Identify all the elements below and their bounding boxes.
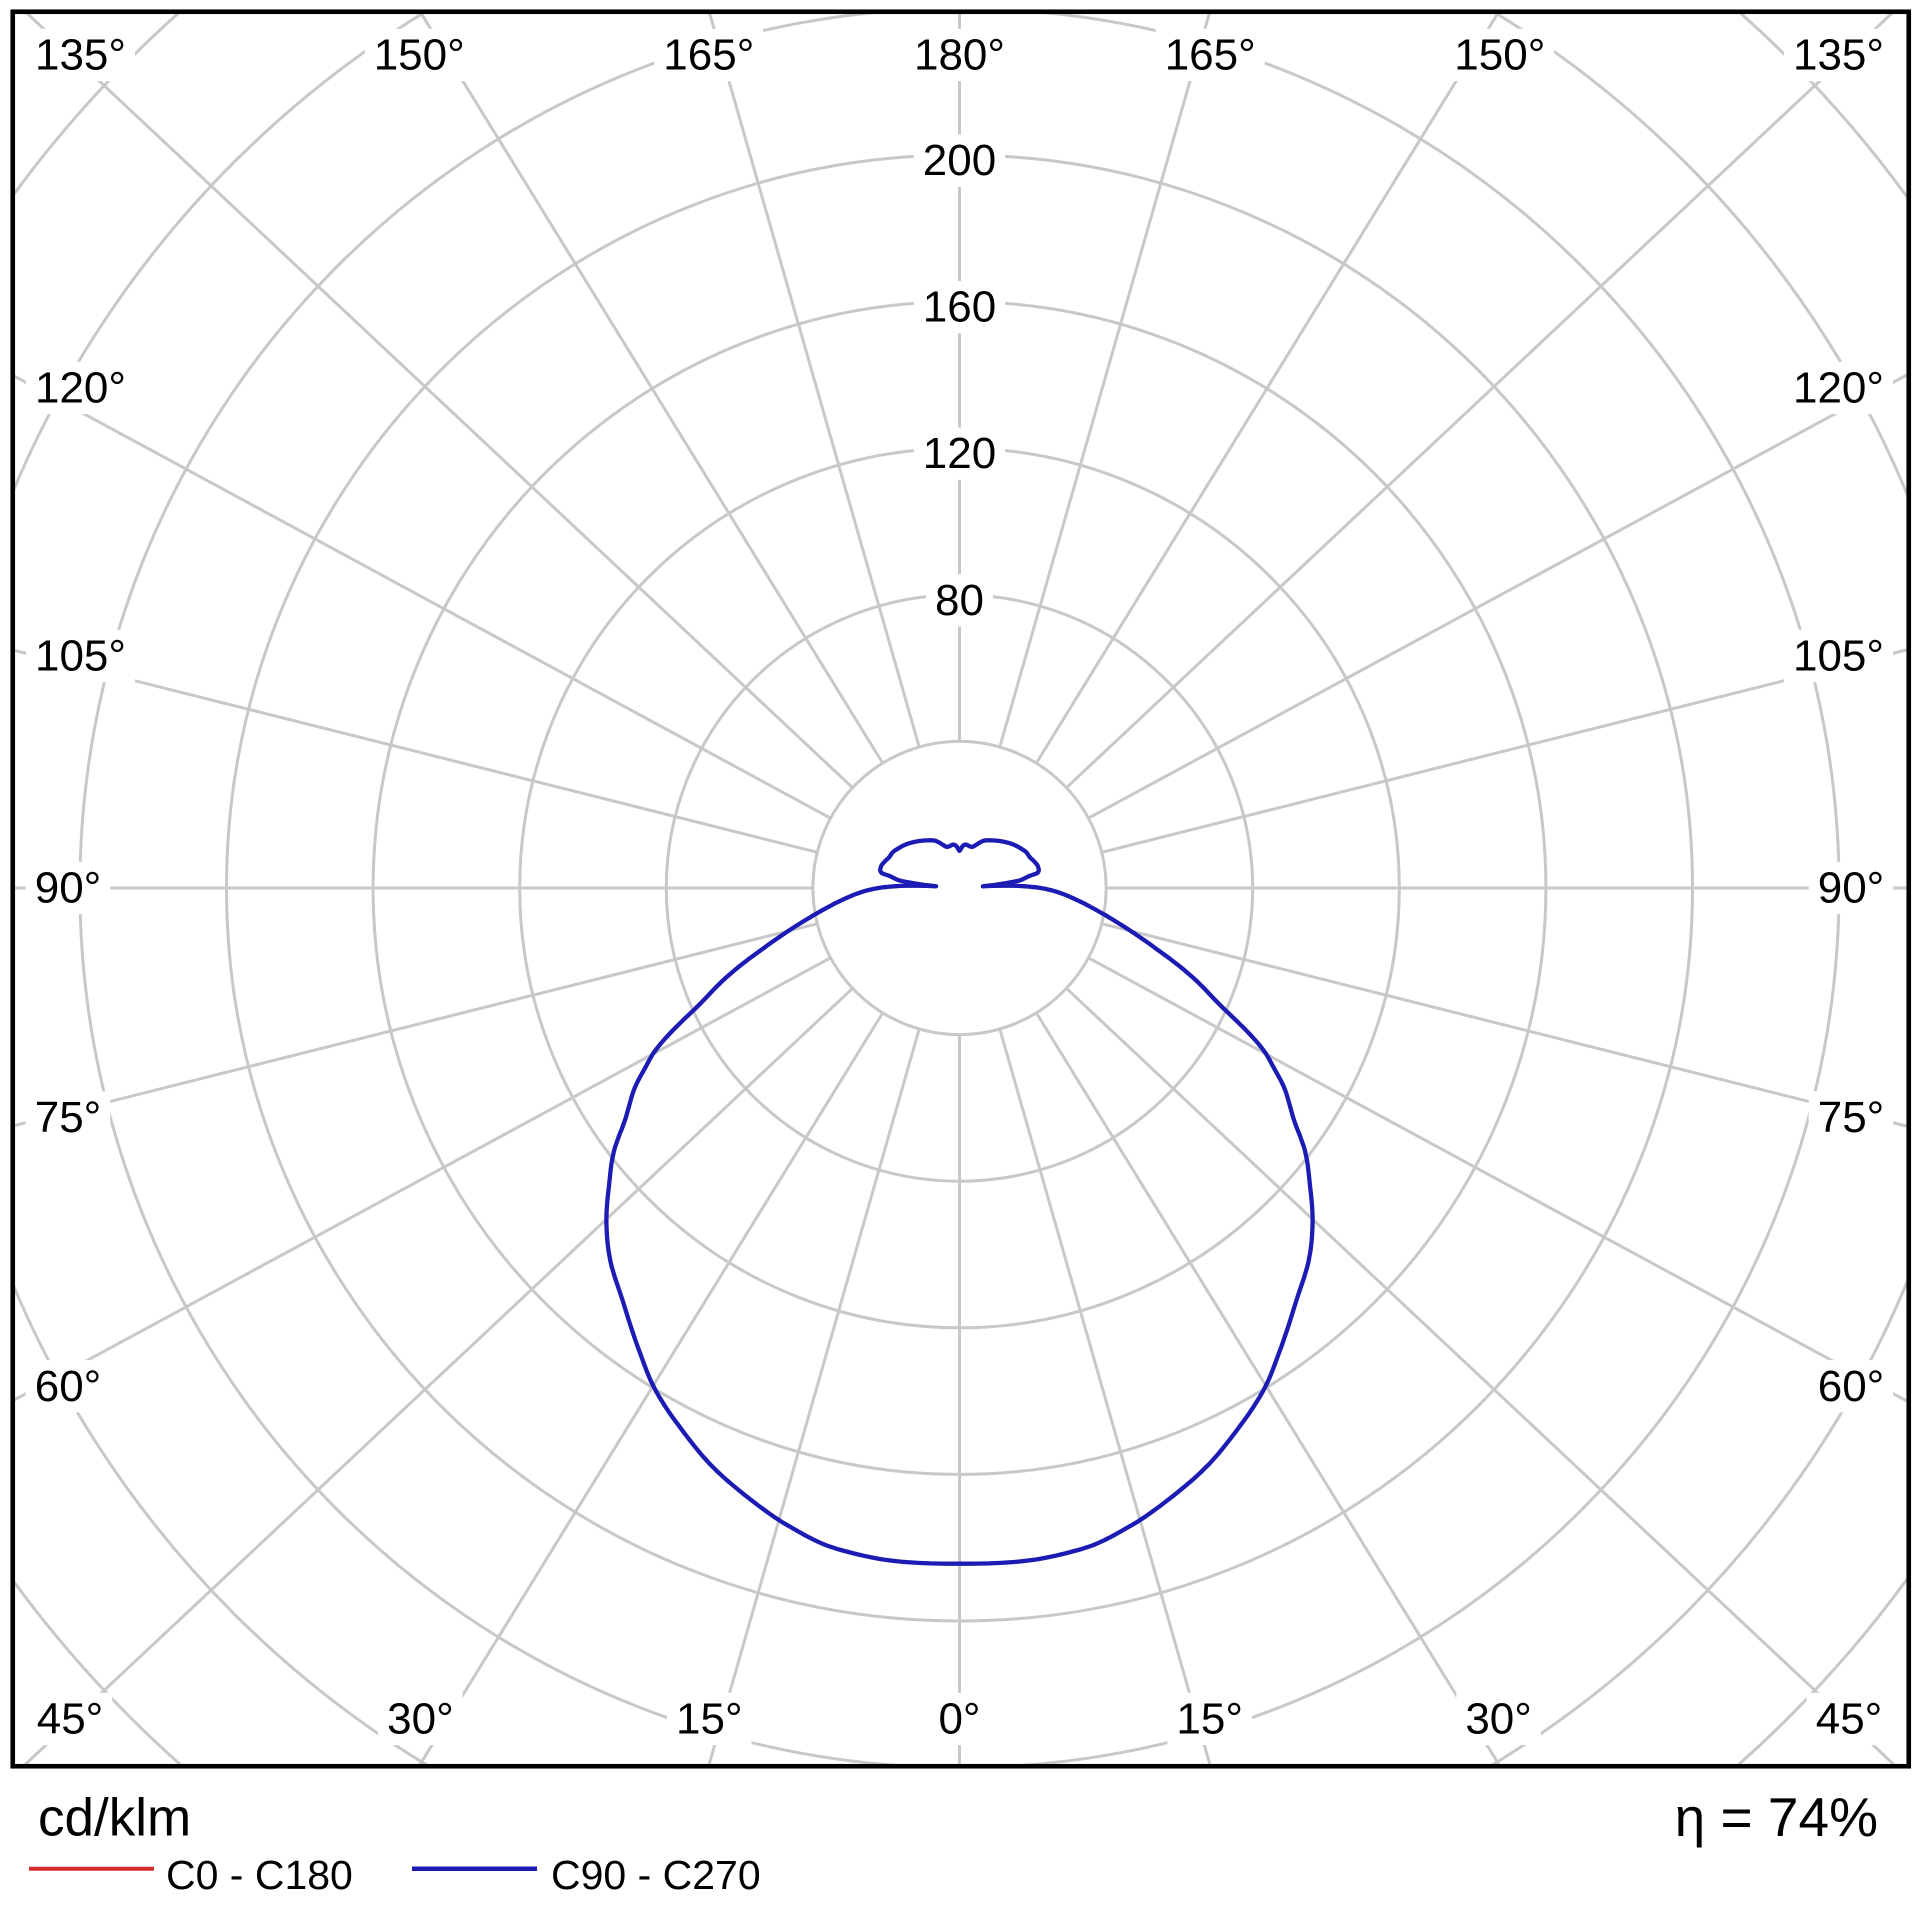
svg-text:15°: 15° bbox=[1176, 1695, 1243, 1744]
svg-text:C0 - C180: C0 - C180 bbox=[166, 1852, 353, 1898]
svg-text:45°: 45° bbox=[1816, 1695, 1883, 1744]
svg-text:135°: 135° bbox=[35, 31, 126, 80]
svg-text:75°: 75° bbox=[35, 1093, 102, 1142]
svg-text:105°: 105° bbox=[35, 632, 126, 681]
svg-text:0°: 0° bbox=[938, 1695, 980, 1744]
svg-text:200: 200 bbox=[923, 136, 996, 185]
svg-text:75°: 75° bbox=[1818, 1093, 1885, 1142]
svg-text:90°: 90° bbox=[1818, 864, 1885, 913]
svg-text:60°: 60° bbox=[35, 1362, 102, 1411]
svg-text:135°: 135° bbox=[1793, 31, 1884, 80]
svg-text:80: 80 bbox=[935, 576, 984, 625]
svg-text:120°: 120° bbox=[1793, 364, 1884, 413]
svg-text:120: 120 bbox=[923, 429, 996, 478]
svg-text:150°: 150° bbox=[1454, 31, 1545, 80]
svg-text:105°: 105° bbox=[1793, 632, 1884, 681]
svg-text:30°: 30° bbox=[387, 1695, 454, 1744]
svg-text:η = 74%: η = 74% bbox=[1675, 1786, 1878, 1848]
svg-text:180°: 180° bbox=[914, 31, 1005, 80]
svg-text:60°: 60° bbox=[1818, 1362, 1885, 1411]
svg-text:45°: 45° bbox=[37, 1695, 104, 1744]
svg-text:15°: 15° bbox=[676, 1695, 743, 1744]
svg-text:150°: 150° bbox=[374, 31, 465, 80]
svg-text:120°: 120° bbox=[35, 364, 126, 413]
svg-text:90°: 90° bbox=[35, 864, 102, 913]
svg-text:165°: 165° bbox=[1165, 31, 1256, 80]
svg-text:165°: 165° bbox=[663, 31, 754, 80]
svg-text:30°: 30° bbox=[1465, 1695, 1532, 1744]
svg-text:C90 - C270: C90 - C270 bbox=[551, 1852, 761, 1898]
svg-text:160: 160 bbox=[923, 283, 996, 332]
svg-text:cd/klm: cd/klm bbox=[38, 1789, 191, 1848]
